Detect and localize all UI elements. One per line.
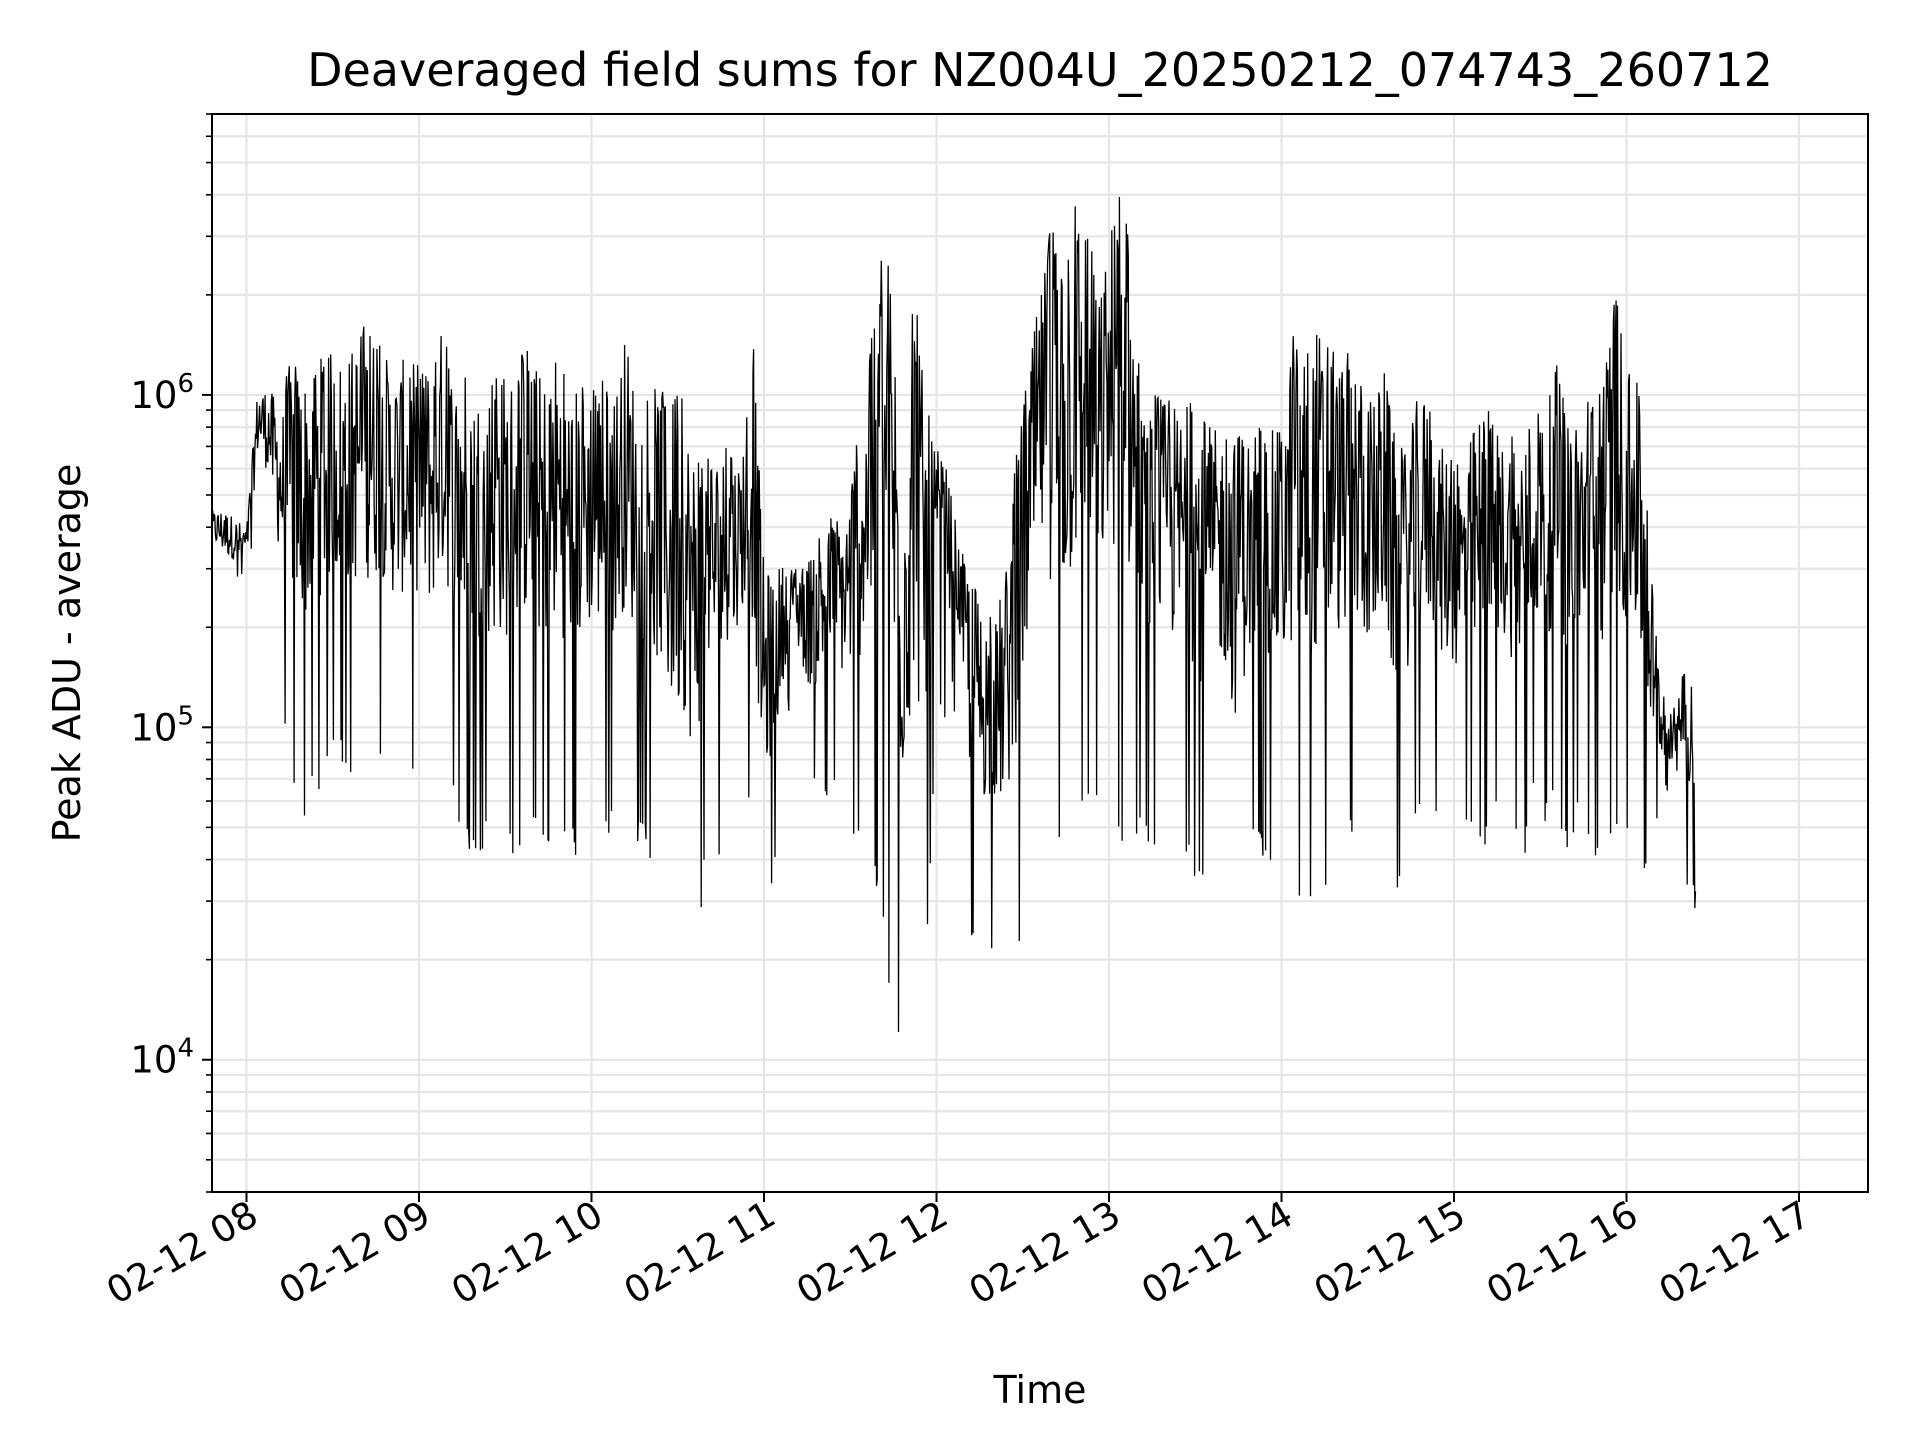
y-tick-label: 106	[130, 369, 194, 417]
plot-frame	[211, 113, 1869, 1193]
series-layer	[211, 196, 1697, 1033]
y-tick-label: 104	[130, 1034, 194, 1082]
axis-ticks	[202, 113, 1800, 1202]
y-tick-labels: 104 105 106	[130, 369, 194, 1082]
chart-title: Deaveraged field sums for NZ004U_2025021…	[307, 43, 1773, 97]
x-axis-label: Time	[993, 1368, 1087, 1412]
series-line	[211, 196, 1697, 1033]
y-tick-label: 105	[130, 701, 194, 749]
y-axis-label: Peak ADU - average	[45, 464, 89, 843]
